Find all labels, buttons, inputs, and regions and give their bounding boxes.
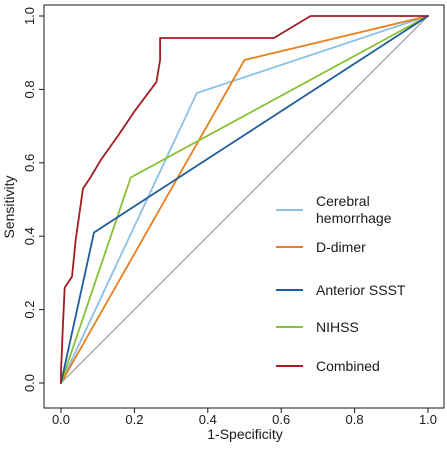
y-tick-label: 1.0 (22, 7, 37, 25)
plot-frame (43, 4, 445, 409)
roc-curve-nihss (60, 15, 429, 384)
lines-layer (60, 15, 429, 384)
y-axis-title: Sensitivity (1, 175, 17, 238)
y-tick-label: 0.2 (22, 301, 37, 319)
y-tick-label: 0.4 (22, 227, 37, 245)
x-tick-label: 1.0 (419, 412, 437, 427)
legend-label-cerebral-hemorrhage: Cerebral hemorrhage (316, 193, 392, 226)
roc-curve-cerebral-hemorrhage (60, 15, 429, 384)
y-tick-label: 0.6 (22, 154, 37, 172)
legend-label-line: hemorrhage (316, 210, 392, 226)
legend-label-nihss: NIHSS (316, 319, 359, 335)
x-tick-label: 0.8 (346, 412, 364, 427)
x-axis-title: 1-Specificity (207, 426, 282, 442)
x-tick-label: 0.6 (272, 412, 290, 427)
roc-curve-anterior-ssst (60, 15, 429, 384)
legend-label-combined: Combined (316, 358, 380, 374)
x-tick-label: 0.2 (125, 412, 143, 427)
x-tick-label: 0.0 (52, 412, 70, 427)
reference-diagonal-line (60, 15, 429, 384)
legend: Cerebral hemorrhage D-dimer Anterior SSST NI… (276, 193, 406, 374)
legend-label-line: Cerebral (316, 193, 370, 209)
ticks-layer: 0.0 0.2 0.4 0.6 0.8 1.0 0.0 0.2 0.4 0.6 0.8 1.0 (22, 7, 437, 427)
roc-curve-combined (60, 15, 429, 384)
roc-curve-d-dimer (60, 15, 429, 384)
x-tick-label: 0.4 (199, 412, 217, 427)
y-tick-label: 0.0 (22, 374, 37, 392)
legend-label-d-dimer: D-dimer (316, 239, 366, 255)
legend-label-anterior-ssst: Anterior SSST (316, 282, 406, 298)
y-tick-label: 0.8 (22, 80, 37, 98)
